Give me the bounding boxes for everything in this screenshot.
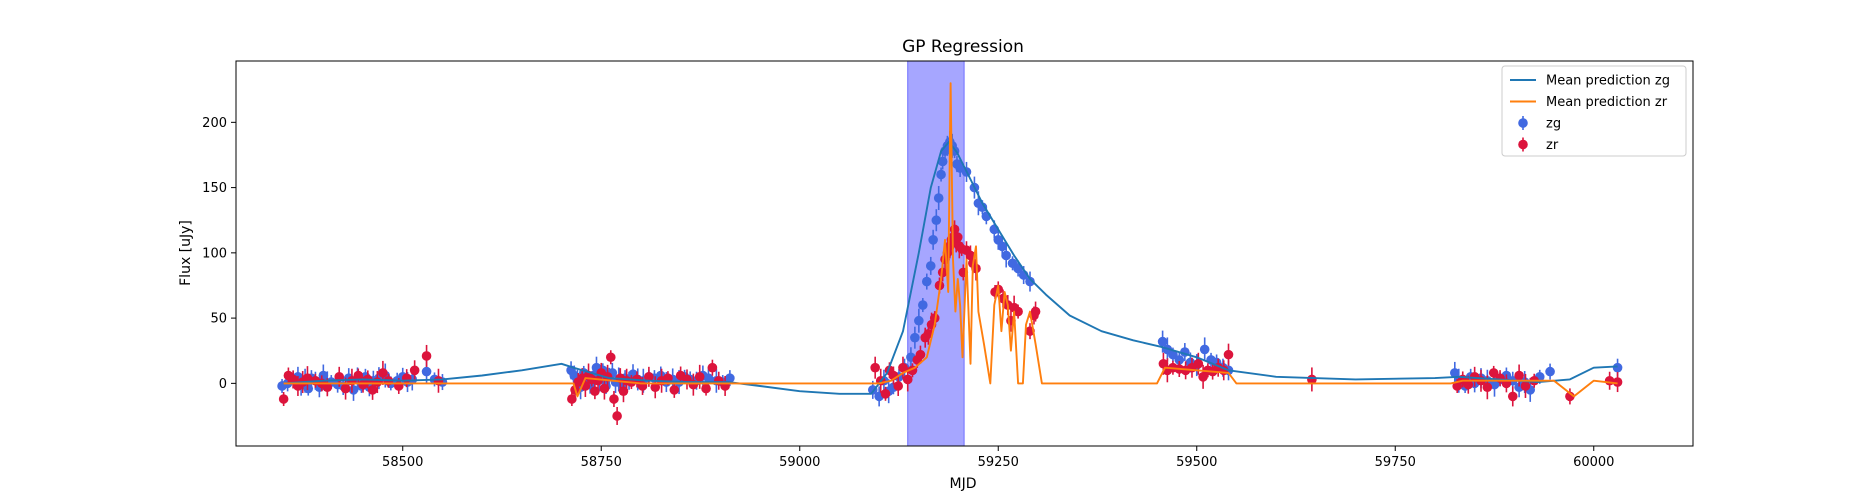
zg-point — [348, 385, 359, 395]
zr-point — [650, 382, 661, 393]
y-tick-label: 50 — [210, 312, 227, 327]
zr-point — [902, 374, 913, 385]
zr-point — [644, 372, 654, 382]
zg-point — [933, 193, 944, 203]
zr-point — [1013, 306, 1023, 317]
zr-point — [302, 373, 313, 383]
x-tick-label: 58750 — [581, 455, 622, 470]
y-tick-label: 200 — [202, 116, 227, 131]
legend-entry-label: Mean prediction zr — [1546, 95, 1668, 110]
zr-point — [880, 388, 891, 399]
zr-point — [952, 232, 963, 242]
zg-point — [1545, 366, 1555, 377]
zr-point — [1520, 381, 1531, 391]
y-tick-label: 100 — [202, 246, 227, 261]
zg-point — [918, 300, 928, 310]
zg-point — [1001, 250, 1011, 261]
zr-point — [898, 362, 908, 373]
chart-legend: Mean prediction zg Mean prediction zr zg zr — [1501, 65, 1687, 157]
zg-point — [1025, 276, 1035, 287]
zr-point — [669, 385, 680, 395]
zr-point — [1452, 381, 1462, 391]
zg-point — [936, 169, 946, 180]
zg-point — [910, 332, 920, 343]
zr-point — [1507, 391, 1518, 402]
zg-point — [703, 373, 714, 383]
y-axis-label: Flux [uJy] — [178, 220, 194, 286]
zr-point — [609, 394, 619, 404]
x-tick-label: 60000 — [1573, 455, 1614, 470]
zr-point — [278, 394, 289, 404]
zg-point — [914, 315, 924, 326]
zr-point — [421, 351, 432, 361]
zg-point — [921, 276, 932, 287]
zr-point — [893, 381, 904, 391]
zg-point — [1174, 355, 1185, 365]
zg-point — [977, 202, 988, 212]
zr-point — [701, 383, 711, 394]
mean-prediction-zr-line — [283, 82, 1618, 398]
zr-point — [694, 372, 705, 382]
zr-point — [1030, 306, 1041, 317]
zr-point — [322, 382, 333, 393]
highlight-span — [907, 60, 965, 447]
zg-point — [318, 370, 329, 381]
zr-point — [353, 370, 364, 381]
zr-point — [605, 352, 616, 363]
plot-frame — [235, 60, 1694, 447]
legend-entry-label: zg — [1546, 117, 1561, 132]
chart-title: GP Regression — [902, 37, 1024, 57]
zr-point — [372, 377, 383, 387]
zr-point — [612, 411, 622, 421]
zr-point — [1514, 370, 1524, 381]
zg-point — [931, 215, 942, 226]
zr-point — [378, 368, 388, 378]
y-tick-label: 150 — [202, 181, 227, 196]
legend-entry-label: Mean prediction zg — [1546, 74, 1670, 89]
x-tick-label: 59000 — [779, 455, 820, 470]
x-tick-label: 59250 — [978, 455, 1019, 470]
zg-point — [1449, 368, 1460, 378]
zr-point — [1482, 382, 1493, 393]
zg-point — [928, 234, 938, 245]
zr-point — [340, 383, 351, 394]
zg-point — [1199, 344, 1210, 355]
x-axis-label: MJD — [950, 476, 977, 492]
zg-point — [1612, 362, 1623, 373]
zg-point — [421, 366, 432, 377]
zr-point — [367, 385, 378, 395]
zr-point — [409, 365, 420, 376]
zr-point — [1193, 358, 1204, 369]
zr-point — [1223, 349, 1234, 360]
legend-box — [1501, 65, 1687, 157]
plot-marks — [277, 82, 1623, 425]
zr-point — [1463, 379, 1474, 390]
y-tick-label: 0 — [219, 377, 227, 392]
zg-point — [1168, 349, 1178, 360]
x-tick-label: 58500 — [382, 455, 423, 470]
zr-point — [707, 362, 718, 373]
zr-point — [915, 349, 926, 360]
plot-area: 58500 58750 59000 59250 59500 59750 60000 0 50 10… — [202, 60, 1694, 470]
zg-point — [1157, 336, 1168, 347]
zg-point — [925, 261, 936, 271]
zg-point — [997, 241, 1008, 252]
zr-point — [1612, 377, 1623, 387]
x-tick-label: 59500 — [1176, 455, 1217, 470]
x-tick-label: 59750 — [1375, 455, 1416, 470]
zr-point — [1488, 368, 1499, 378]
legend-entry-label: zr — [1546, 138, 1559, 153]
legend-marker-swatch — [1518, 118, 1528, 128]
legend-marker-swatch — [1518, 139, 1528, 150]
zr-point — [870, 362, 880, 373]
zg-point — [725, 373, 735, 383]
